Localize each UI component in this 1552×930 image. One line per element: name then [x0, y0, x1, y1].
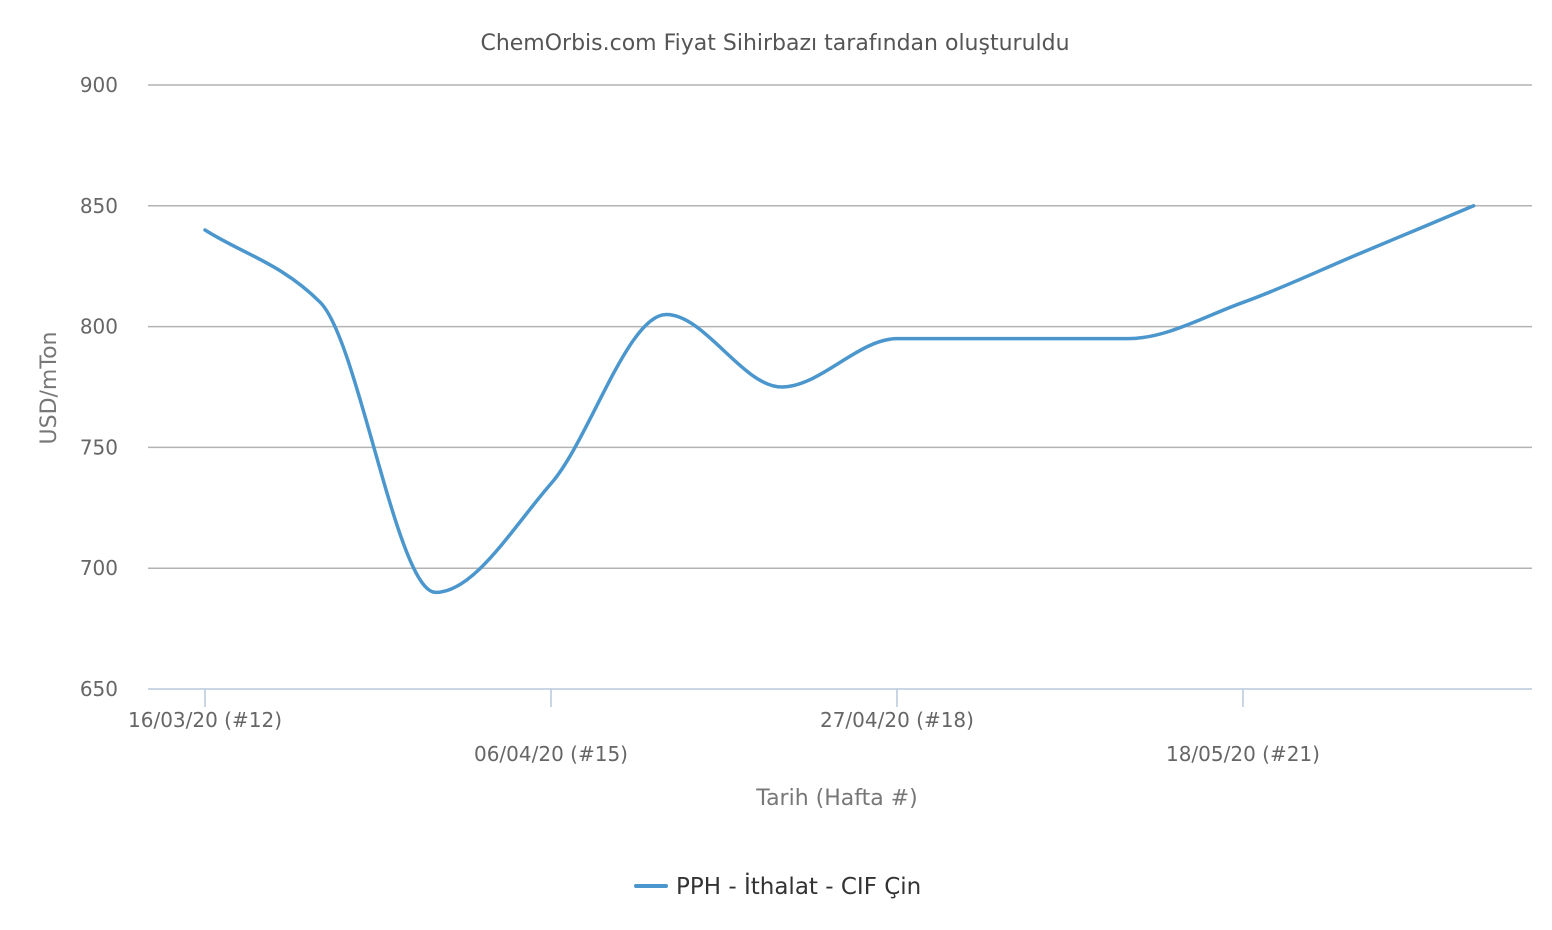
y-tick-label-900: 900	[80, 73, 118, 97]
x-tick-labels: 16/03/20 (#12) 06/04/20 (#15) 27/04/20 (#1…	[128, 708, 1320, 766]
chart-title: ChemOrbis.com Fiyat Sihirbazı tarafından…	[480, 31, 1069, 56]
y-tick-label-850: 850	[80, 194, 118, 218]
data-point-week-13[interactable]	[314, 296, 326, 308]
data-point-week-19[interactable]	[1006, 333, 1018, 345]
x-tick-label-12: 16/03/20 (#12)	[128, 708, 282, 732]
y-tick-label-650: 650	[80, 677, 118, 701]
y-gridlines	[148, 84, 1532, 569]
data-point-week-23[interactable]	[1468, 200, 1480, 212]
data-point-week-21[interactable]	[1237, 296, 1249, 308]
series-line-0[interactable]	[203, 204, 1476, 595]
data-point-week-15[interactable]	[545, 478, 557, 490]
y-tick-labels: 650 700 750 800 850 900	[80, 73, 118, 701]
series-group	[199, 200, 1480, 598]
y-tick-label-750: 750	[80, 435, 118, 459]
legend[interactable]: PPH - İthalat - CIF Çin	[634, 872, 921, 900]
legend-label: PPH - İthalat - CIF Çin	[676, 872, 921, 900]
y-tick-label-700: 700	[80, 556, 118, 580]
data-point-week-17[interactable]	[776, 381, 788, 393]
data-point-week-16[interactable]	[660, 309, 672, 321]
data-point-week-22[interactable]	[1352, 248, 1364, 260]
data-point-week-14[interactable]	[430, 586, 442, 598]
y-tick-label-800: 800	[80, 315, 118, 339]
data-point-week-20[interactable]	[1122, 333, 1134, 345]
data-point-week-12[interactable]	[199, 224, 211, 236]
x-tick-label-21: 18/05/20 (#21)	[1166, 742, 1320, 766]
x-tick-label-15: 06/04/20 (#15)	[474, 742, 628, 766]
x-axis-title: Tarih (Hafta #)	[755, 786, 917, 811]
x-tick-marks	[204, 689, 1244, 707]
x-tick-label-18: 27/04/20 (#18)	[820, 708, 974, 732]
y-axis-title: USD/mTon	[37, 332, 62, 445]
data-point-week-18[interactable]	[891, 333, 903, 345]
